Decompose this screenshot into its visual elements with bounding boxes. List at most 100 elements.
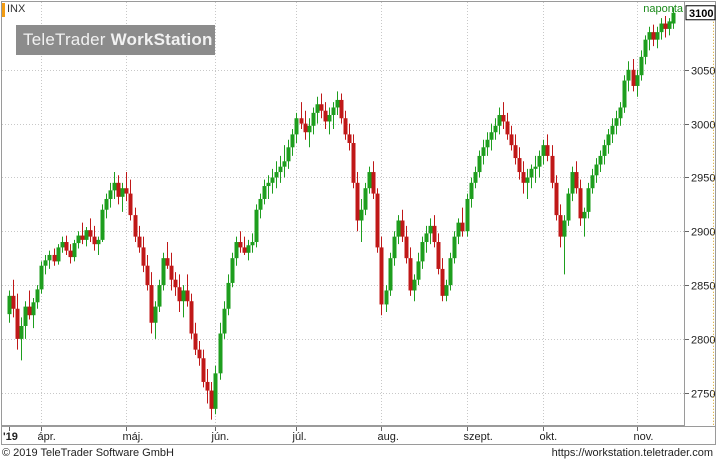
y-tick-label: 3050	[691, 66, 715, 78]
candle-body	[651, 32, 656, 40]
candle-body	[60, 242, 65, 248]
candle-down	[185, 274, 190, 307]
candle-body	[440, 268, 445, 296]
symbol-label[interactable]: INX	[7, 3, 26, 15]
candle-body	[424, 233, 429, 243]
candle-body	[56, 247, 61, 262]
candle-down	[137, 225, 142, 253]
candle-up	[525, 168, 530, 199]
candle-down	[27, 290, 32, 320]
candle-body	[659, 23, 664, 33]
candle-body	[626, 69, 631, 81]
candle-body	[189, 301, 194, 334]
candle-body	[400, 220, 405, 237]
candle-body	[428, 225, 433, 234]
candle-up	[153, 301, 158, 339]
candle-down	[68, 244, 73, 264]
candle-up	[35, 285, 40, 309]
candle-body	[574, 172, 579, 189]
candle-body	[96, 239, 101, 245]
candle-up	[266, 175, 271, 199]
candle-down	[574, 161, 579, 194]
candle-up	[60, 236, 65, 253]
candle-up	[602, 139, 607, 165]
candle-up	[635, 69, 640, 97]
candle-up	[367, 166, 372, 194]
candle-up	[100, 204, 105, 243]
interval-label[interactable]: naponta	[643, 3, 683, 15]
candle-down	[145, 254, 150, 291]
y-tick-label: 2750	[691, 389, 715, 401]
candle-body	[355, 182, 360, 221]
candle-body	[19, 325, 24, 339]
x-tick-label: '19	[3, 431, 18, 443]
candle-up	[39, 261, 44, 294]
x-axis-panel[interactable]	[1, 426, 716, 445]
candle-body	[197, 349, 202, 359]
candle-up	[56, 244, 61, 265]
candle-up	[388, 252, 393, 296]
candle-body	[521, 172, 526, 183]
footer-url-link[interactable]: https://workstation.teletrader.com	[551, 447, 713, 459]
candle-body	[533, 166, 538, 169]
candle-up	[420, 236, 425, 269]
candle-down	[149, 272, 154, 334]
candle-down	[578, 179, 583, 226]
candle-up	[598, 150, 603, 173]
y-axis-panel[interactable]	[685, 1, 716, 426]
candle-body	[290, 134, 295, 148]
candle-up	[19, 317, 24, 361]
candle-up	[84, 226, 89, 247]
candle-body	[594, 164, 599, 176]
candle-up	[477, 150, 482, 178]
candle-up	[416, 252, 421, 286]
candle-up	[278, 155, 283, 183]
candle-up	[667, 18, 672, 36]
candle-body	[35, 289, 40, 303]
candle-up	[606, 129, 611, 154]
plot-area[interactable]	[1, 1, 685, 426]
candle-up	[76, 231, 81, 249]
candle-body	[124, 188, 129, 194]
candle-body	[315, 104, 320, 113]
candle-body	[311, 112, 316, 126]
candle-down	[558, 204, 563, 248]
candle-body	[270, 177, 275, 183]
candle-up	[157, 279, 162, 312]
candle-body	[104, 198, 109, 210]
candle-up	[246, 239, 251, 261]
candle-up	[610, 118, 615, 143]
candle-down	[517, 147, 522, 180]
candle-up	[497, 107, 502, 135]
candle-body	[27, 306, 32, 316]
candle-up	[481, 139, 486, 165]
candle-up	[23, 301, 28, 339]
candle-up	[218, 322, 223, 380]
candle-body	[554, 182, 559, 216]
candle-body	[404, 236, 409, 259]
candle-body	[238, 242, 243, 248]
y-tick-label: 2950	[691, 173, 715, 185]
candle-up	[181, 285, 186, 318]
candle-body	[537, 155, 542, 167]
candle-down	[197, 341, 202, 366]
candle-down	[505, 112, 510, 140]
candle-up	[274, 161, 279, 189]
candle-body	[371, 172, 376, 194]
x-tick-label: nov.	[634, 431, 654, 443]
candle-body	[541, 145, 546, 156]
candle-body	[133, 215, 138, 237]
candle-body	[39, 265, 44, 290]
candle-up	[96, 236, 101, 255]
candle-body	[169, 265, 174, 280]
y-tick-label: 3000	[691, 120, 715, 132]
candle-down	[193, 322, 198, 356]
candle-up	[465, 193, 470, 237]
candle-body	[222, 308, 227, 334]
candle-up	[626, 61, 631, 92]
candle-up	[161, 252, 166, 291]
candle-body	[566, 193, 571, 221]
candle-body	[7, 295, 12, 315]
candle-down	[545, 134, 550, 162]
